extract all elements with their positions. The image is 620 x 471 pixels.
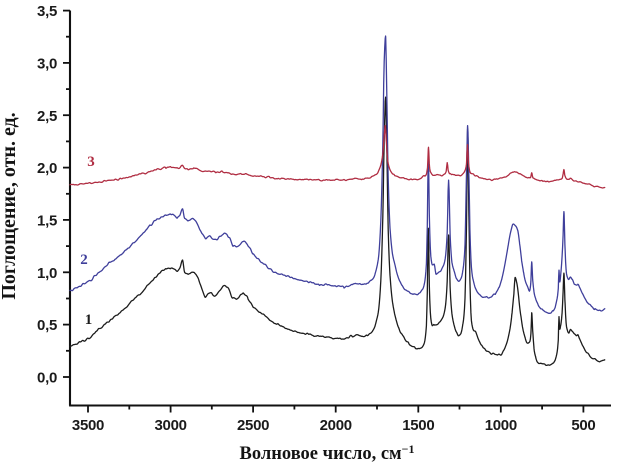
svg-text:3500: 3500 [72,417,104,434]
svg-text:3,0: 3,0 [37,55,57,72]
svg-text:1000: 1000 [485,417,517,434]
svg-text:0,5: 0,5 [37,317,57,334]
svg-text:3000: 3000 [155,417,187,434]
svg-text:1500: 1500 [402,417,434,434]
svg-text:2: 2 [80,252,88,268]
svg-text:500: 500 [571,417,595,434]
svg-text:Поглощение, отн. ед.: Поглощение, отн. ед. [0,112,20,299]
svg-text:2,5: 2,5 [37,108,57,125]
svg-text:3,5: 3,5 [37,3,57,20]
svg-text:2,0: 2,0 [37,160,57,177]
svg-text:3: 3 [87,154,95,170]
svg-text:1,0: 1,0 [37,265,57,282]
svg-text:2500: 2500 [237,417,269,434]
svg-text:1: 1 [85,312,93,328]
svg-text:0,0: 0,0 [37,370,57,387]
svg-text:Волновое число, см−1: Волновое число, см−1 [240,442,415,464]
svg-text:1,5: 1,5 [37,212,57,229]
svg-text:2000: 2000 [320,417,352,434]
